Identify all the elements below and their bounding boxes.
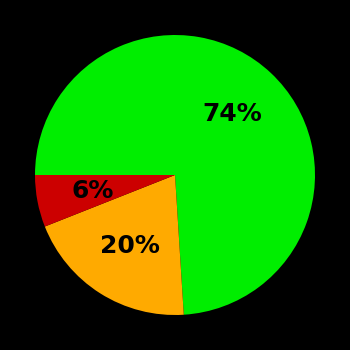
Text: 6%: 6% [71,179,114,203]
Wedge shape [35,175,175,226]
Text: 20%: 20% [100,234,160,258]
Wedge shape [35,35,315,315]
Text: 74%: 74% [203,102,262,126]
Wedge shape [45,175,184,315]
